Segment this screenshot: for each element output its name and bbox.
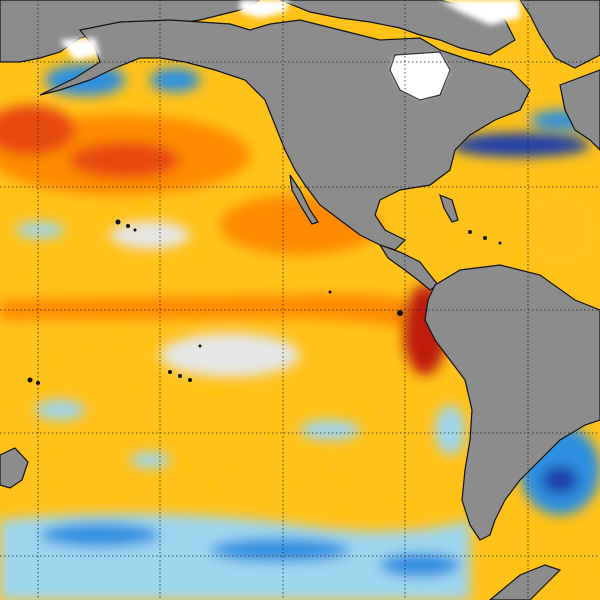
south-atlantic-strong-cool <box>542 466 578 494</box>
neutral-patch-hawaii <box>110 221 190 249</box>
island-layer <box>27 219 502 385</box>
pacific-island-1 <box>27 377 33 383</box>
hudson-ice <box>392 55 448 98</box>
pacific-island-4 <box>178 374 182 378</box>
antarctic-peninsula <box>489 564 562 600</box>
sea-ice-layer <box>60 0 520 98</box>
cool-speckle-1 <box>35 400 85 420</box>
cool-speckle-4 <box>435 405 465 455</box>
gulf-stream-cool <box>450 133 590 157</box>
south-cool-patch-3 <box>380 553 460 577</box>
caribbean-island-1 <box>468 230 472 234</box>
south-cool-patch-2 <box>210 538 350 562</box>
greenland <box>519 0 600 69</box>
arctic-ice-1 <box>240 0 290 18</box>
florida <box>439 193 459 223</box>
hawaii-island-1 <box>115 219 121 225</box>
north-pacific-core <box>70 142 180 178</box>
neutral-patch-south <box>160 333 300 377</box>
hawaii-island-3 <box>133 228 137 232</box>
alaska-warm-patch <box>0 105 75 155</box>
bering-ice <box>60 38 100 60</box>
cool-speckle-2 <box>130 452 170 468</box>
cool-speckle-3 <box>300 420 360 440</box>
south-cool-patch-1 <box>40 523 160 547</box>
arctic-ice-2 <box>440 0 520 25</box>
cool-speckle-5 <box>15 222 65 238</box>
galapagos-island <box>397 310 403 316</box>
pacific-island-5 <box>188 378 192 382</box>
bering-cool <box>150 68 200 92</box>
new-zealand <box>0 447 29 489</box>
caribbean-island-3 <box>498 241 502 245</box>
western-europe-africa <box>559 69 600 151</box>
equatorial-warm-tongue <box>0 294 445 335</box>
atlantic-warm <box>520 190 600 270</box>
caribbean-island-2 <box>483 236 487 240</box>
south-america <box>424 264 600 541</box>
pacific-island-7 <box>328 290 332 294</box>
pacific-island-3 <box>168 370 172 374</box>
pacific-island-2 <box>36 381 40 385</box>
hawaii-island-2 <box>126 224 130 228</box>
pacific-island-6 <box>198 344 202 348</box>
